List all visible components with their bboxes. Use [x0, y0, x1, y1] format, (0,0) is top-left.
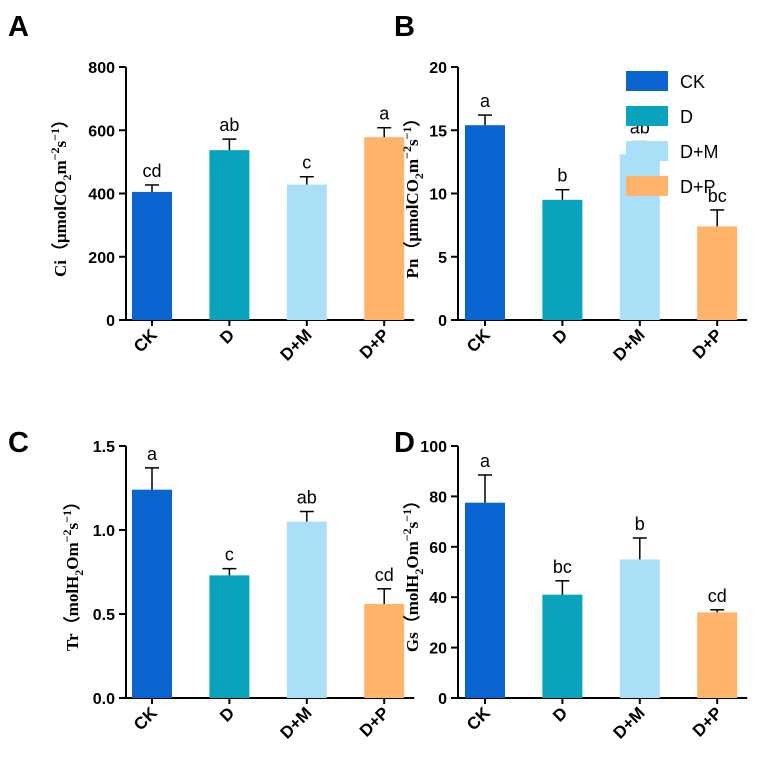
significance-label: a [480, 91, 491, 111]
x-tick-label: D [549, 703, 571, 725]
y-tick-label: 100 [420, 439, 447, 456]
x-tick-label: D [216, 325, 238, 347]
bar-d-p [364, 603, 405, 698]
y-tick-label: 0 [106, 313, 115, 330]
y-tick-label: 20 [429, 60, 447, 77]
significance-label: bc [553, 557, 572, 577]
panel-letter-c: C [8, 427, 29, 459]
bar-d-p [697, 226, 738, 320]
y-tick-label: 15 [429, 123, 447, 140]
significance-label: cd [375, 565, 394, 585]
panel-letter-d: D [394, 427, 415, 459]
bar-ck [465, 502, 505, 698]
significance-label: bc [708, 186, 727, 206]
y-tick-label: 80 [429, 489, 447, 506]
y-axis-label: Gs（molH2Om−2s−1） [400, 492, 426, 652]
legend-label-d: D [680, 107, 693, 127]
x-tick-label: D [549, 325, 571, 347]
x-tick-label: D+P [689, 325, 726, 362]
panel-a: A 0 200 400 600 800 cd CK ab Dc D+M a D+P Ci（μmolCO2… [8, 11, 415, 365]
x-tick-label: CK [130, 703, 161, 734]
y-tick-label: 40 [429, 590, 447, 607]
legend-swatch-ck [626, 71, 668, 91]
x-tick-label: CK [130, 325, 161, 356]
panel-letter-a: A [8, 11, 29, 43]
significance-label: a [480, 451, 491, 471]
bar-d-p [364, 137, 405, 320]
significance-label: a [147, 444, 158, 464]
significance-label: b [557, 166, 567, 186]
significance-label: c [225, 545, 234, 565]
bar-d-m [286, 521, 327, 698]
significance-label: b [635, 514, 645, 534]
y-tick-label: 0 [438, 691, 447, 708]
y-tick-label: 600 [88, 123, 115, 140]
legend-swatch-d [626, 106, 668, 126]
x-tick-label: D+M [276, 325, 315, 364]
significance-label: a [379, 104, 390, 124]
bar-d-m [619, 559, 660, 698]
y-tick-label: 800 [88, 60, 115, 77]
y-axis-label: Ci（μmolCO2m−2s−1） [48, 111, 74, 277]
y-tick-label: 0 [438, 313, 447, 330]
y-axis-label: Pn（μmolCO2m−2s−1） [400, 110, 426, 279]
significance-label: ab [219, 115, 239, 135]
legend-swatch-d-m [626, 141, 668, 161]
significance-label: c [302, 153, 311, 173]
x-tick-label: D+M [276, 703, 315, 742]
x-tick-label: CK [463, 703, 494, 734]
bar-d [542, 594, 583, 698]
legend-label-ck: CK [680, 72, 705, 92]
y-tick-label: 400 [88, 187, 115, 204]
y-tick-label: 5 [438, 250, 447, 267]
y-tick-label: 1.5 [93, 439, 115, 456]
x-tick-label: D+P [356, 703, 393, 740]
bar-ck [132, 489, 172, 698]
bar-d [209, 575, 250, 698]
legend-label-d-m: D+M [680, 142, 719, 162]
x-tick-label: CK [463, 325, 494, 356]
y-tick-label: 0.0 [93, 691, 115, 708]
x-tick-label: D+P [356, 325, 393, 362]
bar-d [542, 199, 583, 320]
panel-d: D 0 20 40 60 80 100 a CK bc Db D+M cd D+P Gs（molH2Om−… [394, 427, 748, 743]
significance-label: ab [297, 488, 317, 508]
panel-letter-b: B [394, 11, 415, 43]
bar-d-p [697, 612, 738, 698]
panel-b: B 05101520aCKbDabD+MbcD+PPn（μmolCO2m−2s−… [394, 11, 748, 365]
bar-d [209, 150, 250, 320]
y-tick-label: 200 [88, 250, 115, 267]
significance-label: cd [142, 161, 161, 181]
y-axis-label: Tr（molH2Om−2s−1） [60, 493, 86, 651]
x-tick-label: D+M [609, 703, 648, 742]
panel-c: C 0.0 0.5 1.0 1.5 a CK c Dab D+M cd D+P Tr（molH2Om−… [8, 427, 415, 743]
legend-swatch-d-p [626, 176, 668, 196]
y-tick-label: 1.0 [93, 523, 115, 540]
y-tick-label: 60 [429, 540, 447, 557]
legend: CK D D+M D+P [626, 71, 719, 197]
y-tick-label: 10 [429, 187, 447, 204]
bar-ck [132, 191, 172, 320]
bar-d-m [286, 184, 327, 320]
y-tick-label: 20 [429, 641, 447, 658]
legend-label-d-p: D+P [680, 177, 716, 197]
bar-ck [465, 125, 505, 320]
significance-label: cd [708, 586, 727, 606]
x-tick-label: D+P [689, 703, 726, 740]
x-tick-label: D [216, 703, 238, 725]
y-tick-label: 0.5 [93, 607, 115, 624]
x-tick-label: D+M [609, 325, 648, 364]
